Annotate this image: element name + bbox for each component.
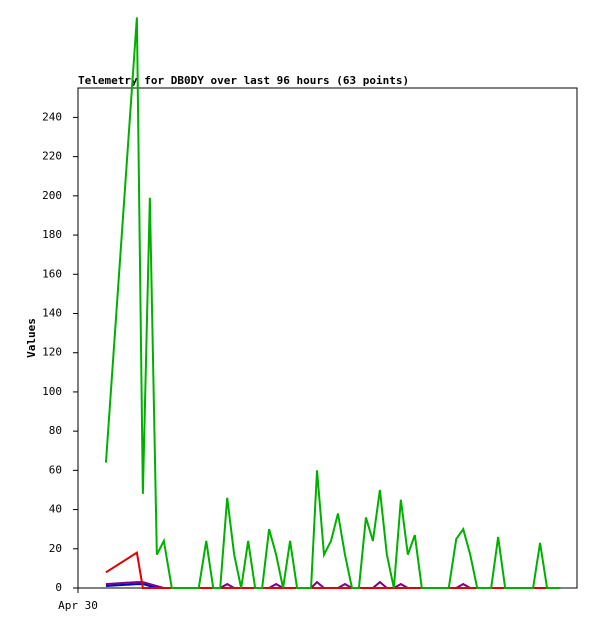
y-tick-label: 80 [49,424,62,437]
y-tick-label: 240 [42,110,62,123]
chart-title: Telemetry for DB0DY over last 96 hours (… [78,74,409,87]
series-line [105,551,561,589]
y-axis-label: Values [25,318,38,358]
y-tick-label: 200 [42,189,62,202]
y-tick-label: 20 [49,542,62,555]
y-tick-label: 60 [49,463,62,476]
y-tick-label: 40 [49,503,62,516]
y-tick-label: 0 [55,581,62,594]
y-tick-label: 180 [42,228,62,241]
y-tick-label: 120 [42,346,62,359]
y-tick-label: 140 [42,306,62,319]
y-tick-label: 100 [42,385,62,398]
y-tick-label: 220 [42,150,62,163]
series-line [104,17,561,589]
y-tick-label: 160 [42,267,62,280]
x-tick-label: Apr 30 [58,599,98,612]
